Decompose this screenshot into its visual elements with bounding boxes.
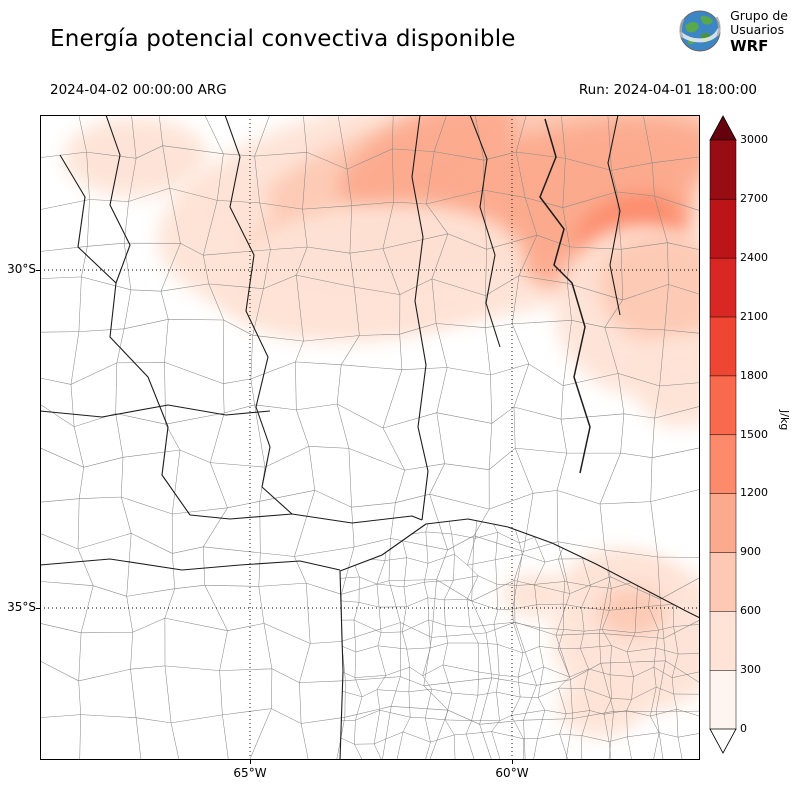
colorbar-under-arrow bbox=[709, 728, 737, 754]
colorbar-tick-label: 0 bbox=[740, 722, 747, 735]
cape-shading-region bbox=[635, 338, 700, 428]
colorbar-svg bbox=[709, 115, 737, 754]
logo-line-1: Grupo de bbox=[730, 7, 788, 23]
cape-shading-region bbox=[215, 203, 525, 343]
colorbar-tick-label: 2700 bbox=[740, 191, 768, 205]
x-axis-tick-mark bbox=[512, 760, 513, 764]
colorbar-segment bbox=[709, 669, 737, 730]
colorbar-tick-label: 1200 bbox=[740, 486, 768, 500]
province-boundaries bbox=[40, 115, 700, 760]
colorbar-tick-label: 300 bbox=[740, 663, 761, 677]
run-time-label: Run: 2024-04-01 18:00:00 bbox=[578, 82, 757, 98]
cape-shading-region bbox=[600, 232, 700, 342]
map-svg bbox=[40, 115, 700, 760]
colorbar-segment bbox=[709, 375, 737, 436]
colorbar-segment bbox=[709, 493, 737, 553]
colorbar-over-arrow bbox=[709, 115, 737, 141]
colorbar-segment bbox=[709, 198, 737, 259]
colorbar-tick-label: 2100 bbox=[740, 309, 768, 323]
page-title: Energía potencial convectiva disponible bbox=[50, 26, 516, 52]
colorbar-segment bbox=[709, 257, 737, 318]
logo-text: Grupo de Usuarios WRF bbox=[730, 7, 788, 55]
cape-shading-region bbox=[339, 115, 517, 212]
colorbar-tick-label: 1500 bbox=[740, 427, 768, 441]
globe-icon bbox=[679, 10, 722, 52]
logo-line-3: WRF bbox=[730, 36, 769, 55]
colorbar-segment bbox=[709, 139, 737, 200]
colorbar-segment bbox=[709, 316, 737, 377]
colorbar-tick-label: 3000 bbox=[740, 133, 768, 146]
colorbar-tick-label: 2400 bbox=[740, 250, 768, 264]
map-frame bbox=[40, 115, 700, 760]
y-axis-tick-label: 30°S bbox=[7, 262, 36, 276]
colorbar-tick-label: 1800 bbox=[740, 368, 768, 382]
logo-line-2: Usuarios bbox=[730, 22, 785, 38]
colorbar-segment bbox=[709, 434, 737, 494]
colorbar-segment bbox=[709, 552, 737, 612]
cape-map bbox=[40, 115, 700, 760]
cape-shading-region bbox=[558, 677, 642, 737]
y-axis-tick-label: 35°S bbox=[7, 600, 36, 614]
colorbar-tick-label: 600 bbox=[740, 604, 761, 618]
y-axis-tick-mark bbox=[36, 270, 40, 271]
cape-shading-region bbox=[502, 573, 574, 617]
cape-shading bbox=[64, 115, 700, 737]
buenos-aires-partidos-mesh bbox=[340, 519, 700, 760]
x-axis-tick-label: 60°W bbox=[495, 766, 529, 780]
wrf-logo: Grupo de Usuarios WRF bbox=[677, 8, 788, 54]
colorbar-segment bbox=[709, 610, 737, 671]
colorbar-unit-label: J/kg bbox=[778, 410, 791, 431]
colorbar-tick-label: 900 bbox=[740, 545, 761, 559]
colorbar bbox=[706, 115, 740, 754]
department-boundaries-mesh bbox=[40, 115, 700, 760]
cape-shading-region bbox=[184, 179, 272, 243]
y-axis-tick-mark bbox=[36, 608, 40, 609]
x-axis-tick-label: 65°W bbox=[233, 766, 267, 780]
x-axis-tick-mark bbox=[250, 760, 251, 764]
valid-time-label: 2024-04-02 00:00:00 ARG bbox=[50, 82, 227, 98]
